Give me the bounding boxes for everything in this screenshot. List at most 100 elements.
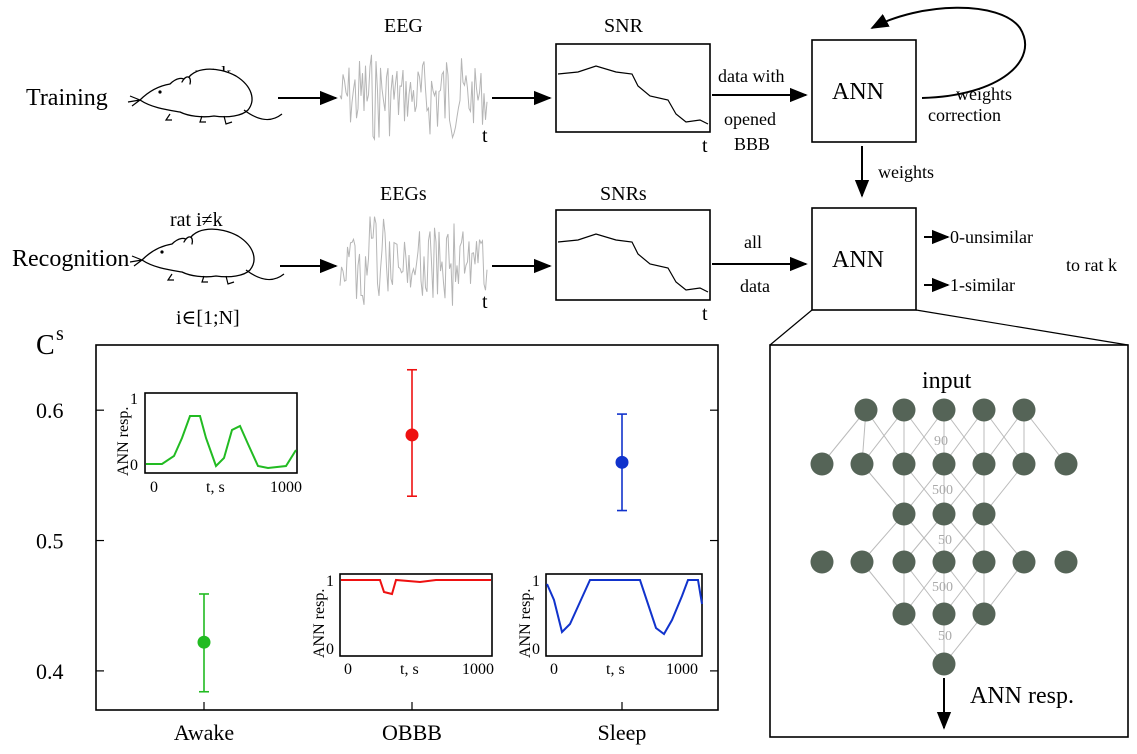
eegs-t-label: t [482,291,488,313]
network-node [850,550,874,574]
rat-range-label: i∈[1;N] [176,307,240,329]
inset-sleep-ylabel: ANN resp. [517,589,534,658]
opened-label: opened [724,109,776,129]
network-node [972,602,996,626]
rat-i-icon [129,228,285,285]
eeg-t-label: t [482,125,488,147]
snr-box [555,43,711,133]
network-node [1012,452,1036,476]
inset-obbb-y1: 1 [326,573,334,590]
inset-sleep-x1: 1000 [666,661,698,678]
network-node [932,652,956,676]
y-axis-label-sup: s [56,323,64,345]
inset-sleep-frame [545,573,703,657]
inset-obbb-curve [341,578,491,596]
network-nodes [810,398,1078,676]
network-node [854,398,878,422]
y-tick-label: 0.5 [36,529,64,554]
network-node [892,550,916,574]
zoom-line-left [769,309,813,346]
out1-label: 1-similar [950,275,1015,295]
inset-awake-y0: 0 [130,457,138,474]
eegs-signal [339,216,488,306]
eeg-title: EEG [384,15,423,37]
snrs-box [555,209,711,301]
x-category-label: OBBB [382,720,442,745]
x-category-label: Awake [174,720,234,745]
x-categories: Awake OBBB Sleep [174,702,647,745]
edge-label-2: 500 [932,483,953,498]
network-node [850,452,874,476]
network-node [892,602,916,626]
to-rat-label: to rat k [1066,255,1117,275]
weights-label: weights [878,162,934,182]
network-node [1054,550,1078,574]
network-node [892,398,916,422]
edge-label-1: 90 [934,434,948,449]
inset-awake-ylabel: ANN resp. [115,407,132,476]
inset-awake-xlabel: t, s [206,479,225,496]
inset-sleep-curve [546,579,703,636]
inset-obbb-x1: 1000 [462,661,494,678]
network-node [972,452,996,476]
y-tick-label: 0.6 [36,398,64,423]
inset-obbb-frame [339,573,493,657]
inset-obbb-ylabel: ANN resp. [311,589,328,658]
network-node [1012,398,1036,422]
ann-box-training [811,39,917,143]
data-point-awake [197,635,211,649]
network-node [1012,550,1036,574]
weights-correction-2: correction [928,105,1001,125]
network-node [932,452,956,476]
eeg-signal [339,54,488,142]
network-node [892,502,916,526]
x-category-label: Sleep [598,720,647,745]
bbb-label: BBB [734,134,770,154]
weights-correction-1: weights [956,84,1012,104]
network-node [1054,452,1078,476]
snrs-title: SNRs [600,183,647,205]
inset-awake-x0: 0 [150,479,158,496]
network-input-label: input [922,368,972,394]
snrs-curve [557,233,709,293]
snrs-t-label: t [702,303,708,325]
rat-k-icon [127,68,283,125]
network-node [810,550,834,574]
edge-label-4: 500 [932,580,953,595]
network-node [810,452,834,476]
network-node [932,398,956,422]
y-axis-label: C [36,330,55,361]
ann-box-recognition [811,207,917,311]
snr-curve [557,65,709,125]
snr-title: SNR [604,15,644,37]
rat-i-label: rat i≠k [170,209,223,231]
network-node [972,398,996,422]
feedback-arrow [870,6,1026,99]
inset-awake-x1: 1000 [270,479,302,496]
inset-obbb-x0: 0 [344,661,352,678]
inset-obbb: 0 t, s 1000 1 0 ANN resp. [311,573,494,678]
network-node [932,602,956,626]
inset-obbb-y0: 0 [326,641,334,658]
network-node [972,550,996,574]
all-label: all [744,232,762,252]
data-point-obbb [405,428,419,442]
snr-t-label: t [702,135,708,157]
data-points [197,368,629,693]
zoom-line-right [915,309,1129,346]
network-node [892,452,916,476]
data-with-label: data with [718,66,784,86]
inset-sleep: 0 t, s 1000 1 0 ANN resp. [517,573,703,678]
edge-label-5: 50 [938,629,952,644]
out0-label: 0-unsimilar [950,227,1033,247]
network-edge [821,409,867,465]
inset-awake-y1: 1 [130,391,138,408]
inset-awake: 0 t, s 1000 1 0 ANN resp. [115,391,302,496]
network-output-label: ANN resp. [970,683,1074,709]
eegs-title: EEGs [380,183,427,205]
edge-label-3: 50 [938,533,952,548]
inset-sleep-x0: 0 [550,661,558,678]
ann-recognition-label: ANN [832,247,884,273]
inset-awake-curve [146,415,297,470]
ann-training-label: ANN [832,79,884,105]
